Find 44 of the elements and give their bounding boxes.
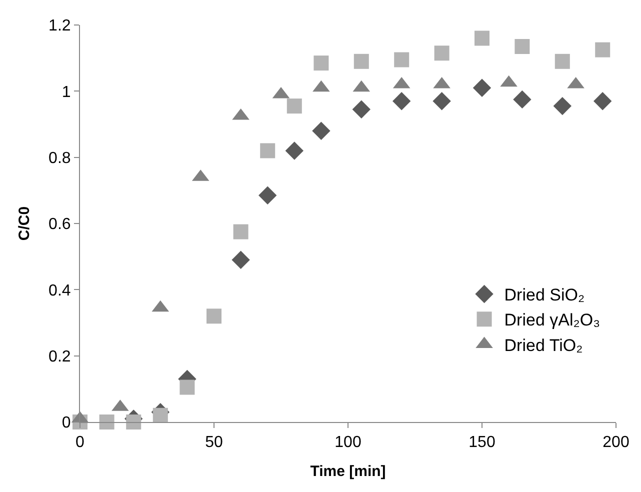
y-tick-label: 0.2 xyxy=(48,348,71,366)
y-tick-label: 0.4 xyxy=(48,282,71,300)
x-tick-label: 50 xyxy=(205,434,223,452)
point xyxy=(206,308,222,324)
point xyxy=(232,250,250,269)
y-tick-label: 0.6 xyxy=(48,216,71,234)
point xyxy=(352,100,370,118)
point xyxy=(233,224,248,240)
point xyxy=(472,78,492,97)
point xyxy=(99,414,114,430)
x-tick-label: 200 xyxy=(602,434,630,452)
point xyxy=(314,56,329,71)
point xyxy=(432,92,451,110)
point xyxy=(554,54,570,69)
point xyxy=(180,380,195,395)
point xyxy=(514,39,530,54)
point xyxy=(354,54,369,69)
y-tick-label: 0 xyxy=(62,414,71,432)
y-axis-title: C/C0 xyxy=(16,206,33,241)
point xyxy=(394,52,410,68)
x-axis-title: Time [min] xyxy=(310,463,386,480)
point xyxy=(312,122,330,140)
point xyxy=(285,142,304,160)
legend-label: Dried γAl₂O₃ xyxy=(504,310,600,330)
point xyxy=(286,98,302,114)
point xyxy=(126,414,142,430)
point xyxy=(258,186,277,204)
point xyxy=(152,408,168,423)
x-tick-label: 0 xyxy=(76,434,85,452)
y-tick-label: 0.8 xyxy=(48,150,71,167)
legend-label: Dried SiO₂ xyxy=(504,286,585,305)
y-tick-label: 1.2 xyxy=(48,18,71,35)
point xyxy=(474,30,490,46)
x-tick-label: 150 xyxy=(468,434,496,452)
x-tick-label: 100 xyxy=(334,434,362,452)
y-tick-label: 1 xyxy=(62,84,71,101)
point xyxy=(392,92,411,110)
point xyxy=(594,92,612,110)
point xyxy=(513,90,532,109)
point xyxy=(260,143,276,158)
legend-label: Dried TiO₂ xyxy=(504,336,583,355)
point xyxy=(434,46,450,61)
point xyxy=(553,96,572,116)
point xyxy=(595,42,610,58)
